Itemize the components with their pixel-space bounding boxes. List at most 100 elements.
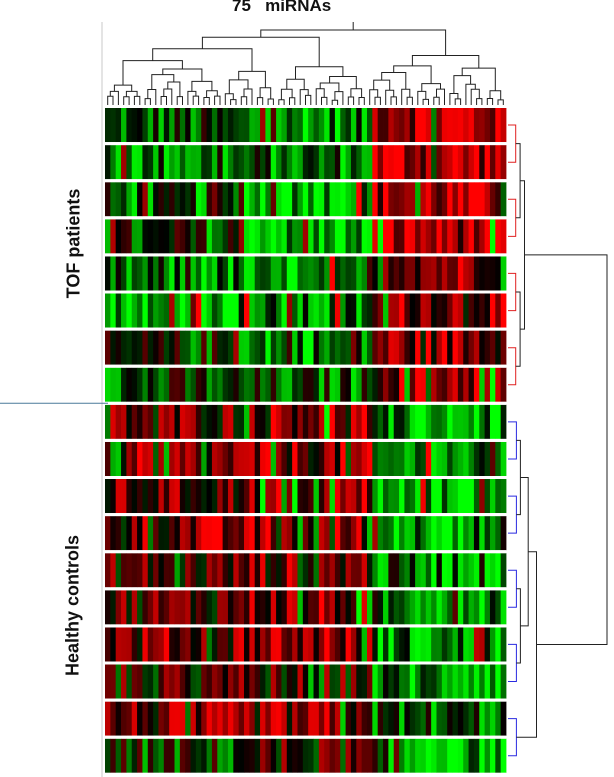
heatmap-cell xyxy=(265,590,272,625)
heatmap-cell xyxy=(179,256,186,291)
heatmap-cell xyxy=(308,441,314,476)
heatmap-cell xyxy=(409,256,416,291)
heatmap-cell xyxy=(479,182,486,217)
heatmap-cell xyxy=(158,256,165,291)
heatmap-cell xyxy=(244,553,250,588)
heatmap-cell xyxy=(495,182,502,217)
heatmap-cell xyxy=(179,182,186,217)
heatmap-cell xyxy=(292,330,298,365)
row-dendrogram-branch-tof xyxy=(508,347,517,386)
heatmap-cell xyxy=(249,627,256,662)
heatmap-cell xyxy=(441,441,448,476)
heatmap-cell xyxy=(356,404,363,439)
heatmap-cell xyxy=(479,441,486,476)
heatmap-cell xyxy=(313,330,320,365)
heatmap-cell xyxy=(217,441,224,476)
heatmap-cell xyxy=(356,108,363,143)
heatmap-cell xyxy=(131,293,138,328)
heatmap-cell xyxy=(383,404,389,439)
heatmap-cell xyxy=(105,701,111,736)
heatmap-cell xyxy=(361,701,368,736)
heatmap-cell xyxy=(489,516,496,551)
heatmap-cell xyxy=(356,553,363,588)
heatmap-cell xyxy=(404,516,411,551)
heatmap-cell xyxy=(286,182,293,217)
heatmap-cell xyxy=(217,738,224,773)
heatmap-cell xyxy=(163,738,170,773)
heatmap-cell xyxy=(147,330,154,365)
heatmap-cell xyxy=(115,441,122,476)
heatmap-cell xyxy=(350,108,357,143)
heatmap-cell xyxy=(484,256,491,291)
heatmap-cell xyxy=(500,479,507,514)
heatmap-cell xyxy=(185,738,191,773)
heatmap-cell xyxy=(473,627,480,662)
heatmap-cell xyxy=(313,664,320,699)
heatmap-cell xyxy=(479,330,486,365)
heatmap-cell xyxy=(452,145,459,180)
heatmap-cell xyxy=(468,553,475,588)
heatmap-cell xyxy=(233,293,240,328)
heatmap-cell xyxy=(308,108,314,143)
heatmap-cell xyxy=(233,330,240,365)
heatmap-cell xyxy=(270,701,277,736)
heatmap-cell xyxy=(361,256,368,291)
heatmap-cell xyxy=(409,367,416,402)
heatmap-cell xyxy=(350,219,357,254)
heatmap-cell xyxy=(233,145,240,180)
heatmap-cell xyxy=(361,108,368,143)
heatmap-cell xyxy=(361,590,368,625)
heatmap-cell xyxy=(447,738,453,773)
heatmap-cell xyxy=(340,738,346,773)
heatmap-cell xyxy=(489,330,496,365)
heatmap-cell xyxy=(479,404,486,439)
heatmap-cell xyxy=(420,627,427,662)
heatmap-cell xyxy=(217,293,224,328)
heatmap-cell xyxy=(137,553,143,588)
column-dendrogram-branch xyxy=(331,99,339,105)
heatmap-cell xyxy=(409,330,416,365)
column-dendrogram-branch xyxy=(228,79,249,94)
heatmap-cell xyxy=(190,441,197,476)
heatmap-cell xyxy=(356,664,363,699)
heatmap-cell xyxy=(425,479,432,514)
heatmap-cell xyxy=(110,145,117,180)
heatmap-cell xyxy=(260,256,266,291)
heatmap-cell xyxy=(350,293,357,328)
heatmap-cell xyxy=(238,701,245,736)
heatmap-cell xyxy=(484,182,491,217)
heatmap-cell xyxy=(217,664,224,699)
heatmap-cell xyxy=(115,404,122,439)
heatmap-cell xyxy=(292,219,298,254)
heatmap-cell xyxy=(463,553,469,588)
heatmap-cell xyxy=(233,404,240,439)
heatmap-cell xyxy=(131,330,138,365)
heatmap-cell xyxy=(431,664,437,699)
column-dendrogram-branch xyxy=(299,89,309,105)
heatmap-cell xyxy=(265,738,272,773)
heatmap-cell xyxy=(484,738,491,773)
heatmap-cell xyxy=(163,367,170,402)
heatmap-cell xyxy=(115,293,122,328)
heatmap-cell xyxy=(463,145,469,180)
heatmap-cell xyxy=(110,108,117,143)
heatmap-cell xyxy=(420,516,427,551)
heatmap-cell xyxy=(244,330,250,365)
heatmap-cell xyxy=(206,516,213,551)
heatmap-cell xyxy=(174,738,181,773)
heatmap-cell xyxy=(169,441,175,476)
heatmap-cell xyxy=(377,145,384,180)
heatmap-cell xyxy=(147,590,154,625)
heatmap-cell xyxy=(484,108,491,143)
heatmap-cell xyxy=(254,701,261,736)
heatmap-cell xyxy=(201,108,207,143)
heatmap-cell xyxy=(142,516,149,551)
heatmap-cell xyxy=(425,256,432,291)
heatmap-cell xyxy=(404,627,411,662)
heatmap-cell xyxy=(169,367,175,402)
heatmap-cell xyxy=(431,590,437,625)
heatmap-cell xyxy=(350,738,357,773)
heatmap-cell xyxy=(457,479,464,514)
heatmap-cell xyxy=(211,627,218,662)
heatmap-cell xyxy=(318,293,325,328)
